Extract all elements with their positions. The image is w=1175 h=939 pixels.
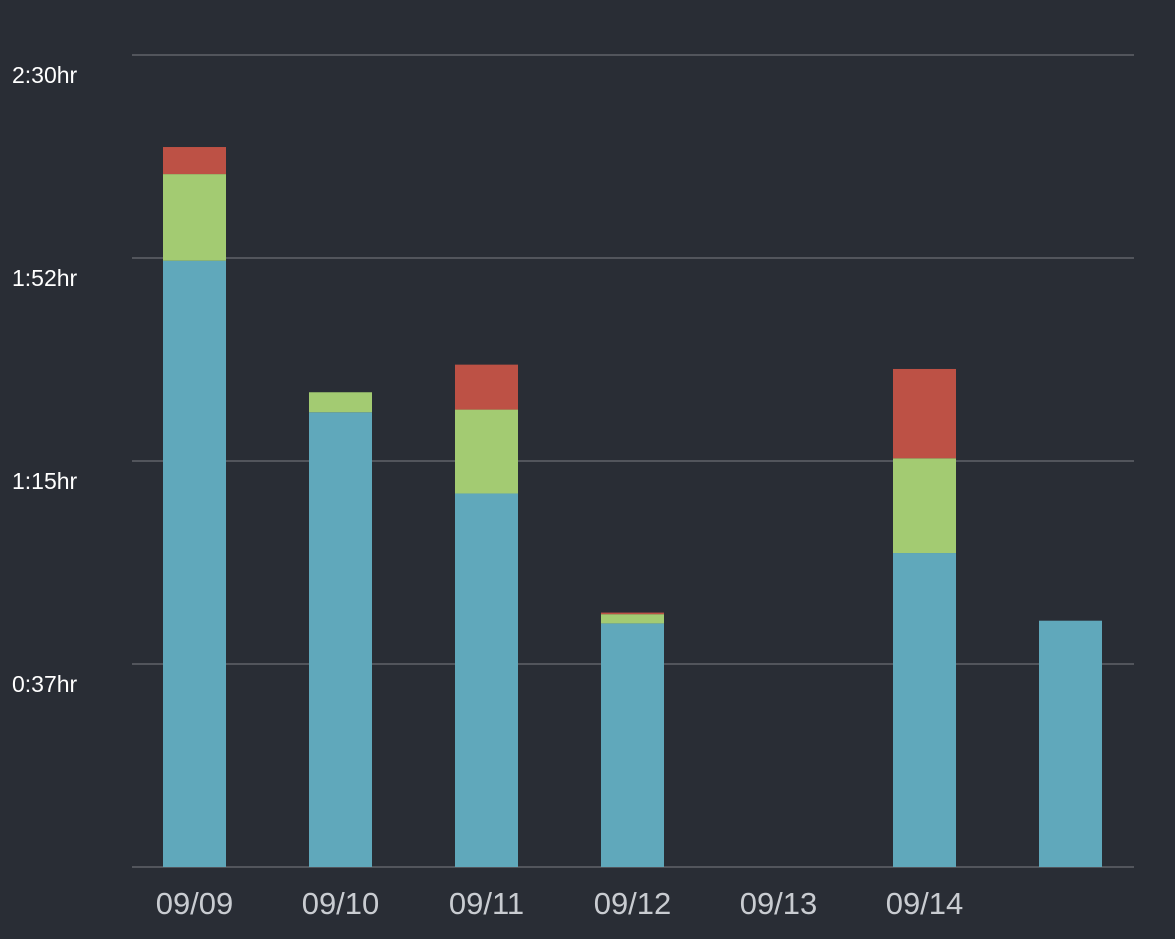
bar-segment [893, 553, 956, 867]
bar-segment [455, 364, 518, 410]
bar-segment [893, 458, 956, 554]
x-tick-label: 09/14 [886, 886, 964, 921]
bar-segment [163, 174, 226, 261]
bar-segment [163, 147, 226, 175]
bars [163, 147, 1102, 867]
bar-segment [601, 612, 664, 615]
bar-segment [163, 260, 226, 867]
x-tick-label: 09/11 [449, 886, 524, 921]
y-tick-label: 1:52hr [12, 265, 78, 291]
bar-segment [309, 392, 372, 413]
x-tick-label: 09/09 [156, 886, 234, 921]
bar-segment [893, 368, 956, 459]
y-tick-label: 0:37hr [12, 671, 78, 697]
x-tick-label: 09/10 [302, 886, 380, 921]
bar-segment [309, 412, 372, 867]
bar-segment [1039, 620, 1102, 867]
bar-segment [455, 409, 518, 494]
y-tick-label: 2:30hr [12, 62, 78, 88]
x-axis-ticks: 09/09 09/10 09/11 09/12 09/13 09/14 [156, 886, 964, 921]
bar-segment [601, 623, 664, 867]
x-tick-label: 09/13 [740, 886, 818, 921]
y-axis-ticks: 0:37hr 1:15hr 1:52hr 2:30hr [12, 62, 78, 697]
grid-lines [132, 54, 1134, 868]
bar-segment [601, 614, 664, 624]
bar-segment [455, 493, 518, 867]
x-tick-label: 09/12 [594, 886, 672, 921]
y-tick-label: 1:15hr [12, 468, 78, 494]
